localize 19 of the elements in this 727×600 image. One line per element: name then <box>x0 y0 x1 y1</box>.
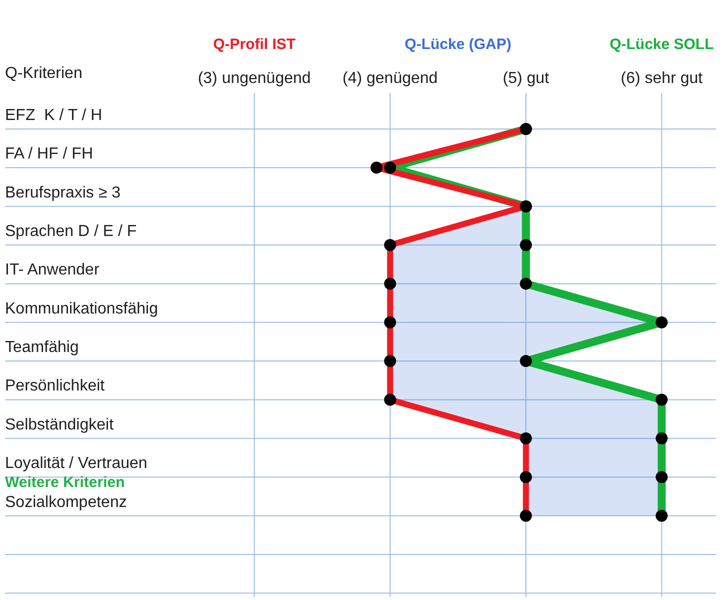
y-tick-label: EFZ K / T / H <box>5 106 102 124</box>
y-tick-label: Loyalität / Vertrauen <box>5 455 148 472</box>
y-tick-label: Teamfähig <box>5 339 79 356</box>
x-tick-label: (4) genügend <box>342 70 438 87</box>
y-tick-label: IT- Anwender <box>5 262 100 279</box>
x-tick-label: (6) sehr gut <box>620 70 704 87</box>
y-tick-label: Sprachen D / E / F <box>5 223 137 240</box>
text: Q-Profil IST <box>213 36 296 54</box>
text: Weitere Kriterien <box>5 474 125 492</box>
y-tick-label: Kommunikationsfähig <box>5 300 158 318</box>
x-tick-label: (3) ungenügend <box>198 70 311 87</box>
y-axis-title: Q-Kriterien <box>5 65 82 83</box>
text: Q-Lücke SOLL <box>610 36 714 54</box>
y-tick-label: Persönlichkeit <box>5 378 106 395</box>
y-tick-label: Selbständigkeit <box>5 416 114 434</box>
y-tick-label: Sozialkompetenz <box>5 494 127 511</box>
y-tick-label: FA / HF / FH <box>5 146 94 163</box>
x-tick-label: (5) gut <box>502 70 550 87</box>
y-tick-label: Berufspraxis ≥ 3 <box>5 184 121 202</box>
